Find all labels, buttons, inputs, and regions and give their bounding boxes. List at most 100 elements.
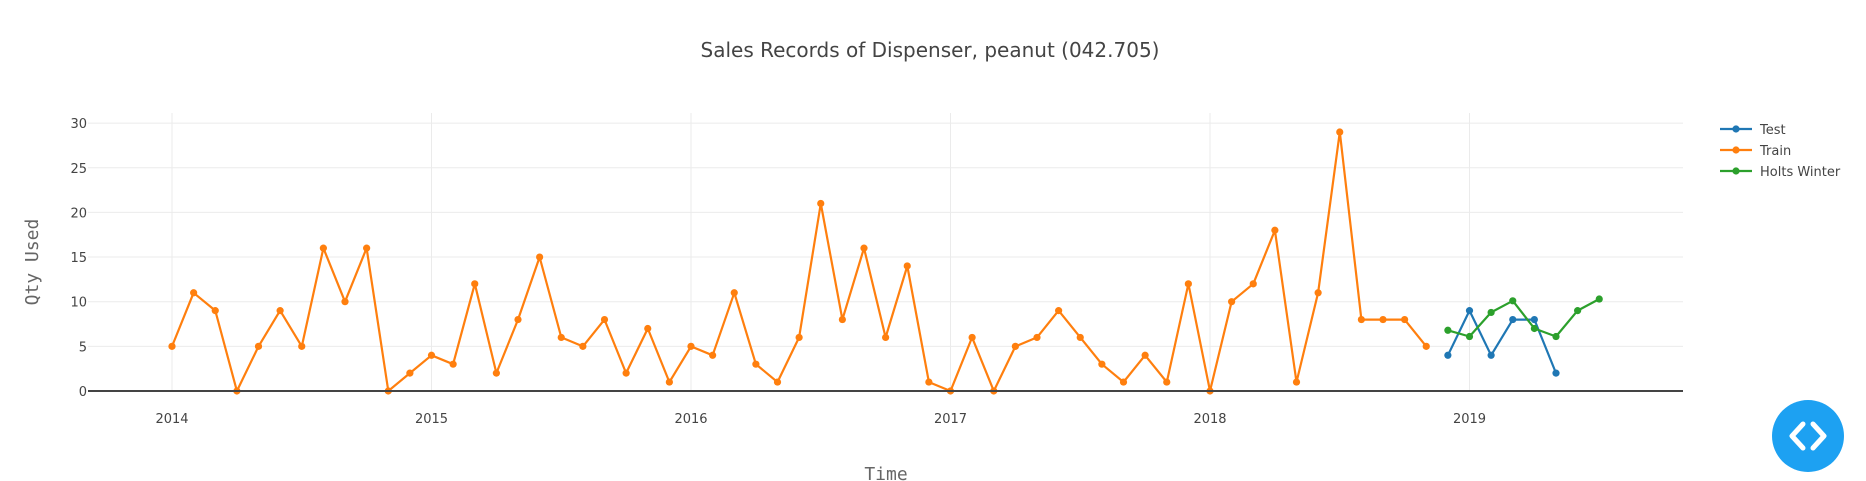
x-tick-label: 2017: [934, 412, 967, 427]
data-point[interactable]: [1509, 315, 1517, 324]
data-point[interactable]: [1487, 308, 1495, 317]
legend-item[interactable]: Test: [1720, 123, 1786, 138]
data-point[interactable]: [514, 315, 522, 324]
x-tick-label: 2016: [674, 412, 707, 427]
data-point[interactable]: [968, 333, 976, 342]
series-line: [170, 130, 1428, 393]
data-point[interactable]: [882, 333, 890, 342]
data-point[interactable]: [1465, 332, 1474, 341]
data-point[interactable]: [1228, 298, 1236, 306]
data-point[interactable]: [860, 244, 868, 252]
series-train: [168, 128, 1430, 395]
data-point[interactable]: [644, 324, 652, 333]
legend-item[interactable]: Train: [1720, 144, 1791, 159]
data-point[interactable]: [1033, 333, 1041, 342]
data-point[interactable]: [1401, 315, 1409, 324]
data-point[interactable]: [903, 262, 911, 270]
data-point[interactable]: [1119, 378, 1128, 386]
data-point[interactable]: [211, 307, 219, 315]
legend[interactable]: Test Train Holts Winter: [1720, 123, 1841, 180]
legend-marker: [1732, 167, 1740, 175]
series-line: [1446, 309, 1558, 374]
data-point[interactable]: [1314, 289, 1322, 297]
x-tick-label: 2014: [155, 412, 188, 427]
data-point[interactable]: [449, 360, 457, 368]
data-point[interactable]: [730, 289, 738, 297]
data-point[interactable]: [1249, 280, 1257, 288]
legend-label: Train: [1759, 144, 1791, 159]
data-point[interactable]: [622, 369, 630, 377]
data-point[interactable]: [1552, 369, 1560, 377]
data-point[interactable]: [492, 369, 500, 377]
data-point[interactable]: [1509, 297, 1517, 305]
y-axis-title: Qty Used: [22, 219, 43, 306]
legend-label: Holts Winter: [1760, 165, 1841, 180]
y-tick-label: 0: [79, 385, 87, 400]
data-point[interactable]: [1184, 280, 1192, 288]
data-point[interactable]: [1163, 378, 1171, 386]
data-point[interactable]: [1422, 342, 1430, 350]
data-point[interactable]: [1595, 295, 1603, 303]
x-axis-title: Time: [864, 464, 907, 481]
data-point[interactable]: [1379, 315, 1387, 324]
data-point[interactable]: [190, 289, 198, 297]
data-point[interactable]: [536, 253, 544, 261]
data-point[interactable]: [1552, 332, 1560, 341]
data-point[interactable]: [1574, 307, 1582, 315]
data-point[interactable]: [1271, 226, 1279, 234]
data-point[interactable]: [752, 360, 760, 368]
data-point[interactable]: [579, 342, 587, 350]
data-point[interactable]: [1055, 307, 1063, 315]
data-point[interactable]: [1530, 324, 1538, 333]
data-point[interactable]: [665, 378, 673, 386]
x-tick-label: 2015: [415, 412, 448, 427]
legend-item[interactable]: Holts Winter: [1720, 165, 1841, 180]
data-point[interactable]: [168, 342, 176, 350]
data-point[interactable]: [471, 280, 479, 288]
data-point[interactable]: [1141, 351, 1149, 359]
data-point[interactable]: [276, 307, 284, 315]
data-point[interactable]: [254, 342, 263, 350]
code-icon: [1789, 421, 1827, 451]
data-point[interactable]: [1336, 128, 1344, 136]
data-point[interactable]: [1076, 333, 1084, 342]
legend-marker: [1732, 146, 1740, 154]
data-point[interactable]: [298, 342, 306, 350]
data-point[interactable]: [1098, 360, 1106, 368]
data-point[interactable]: [709, 351, 717, 359]
y-tick-label: 10: [70, 296, 87, 311]
data-point[interactable]: [795, 333, 803, 342]
data-point[interactable]: [687, 342, 695, 350]
chart-title: Sales Records of Dispenser, peanut (042.…: [701, 38, 1160, 62]
y-tick-label: 15: [70, 251, 87, 266]
data-point[interactable]: [600, 315, 609, 324]
data-point[interactable]: [557, 333, 565, 342]
data-point[interactable]: [1465, 307, 1474, 315]
grid: [88, 113, 1683, 391]
y-tick-label: 25: [70, 162, 87, 177]
code-toggle-button[interactable]: [1772, 400, 1844, 472]
data-point[interactable]: [1444, 326, 1452, 334]
data-point[interactable]: [817, 199, 825, 208]
legend-marker: [1732, 125, 1740, 133]
data-point[interactable]: [406, 369, 414, 377]
data-point[interactable]: [1292, 378, 1301, 386]
data-point[interactable]: [341, 298, 349, 306]
data-point[interactable]: [1357, 315, 1365, 324]
x-tick-label: 2019: [1453, 412, 1486, 427]
x-tick-label: 2018: [1193, 412, 1226, 427]
data-point[interactable]: [773, 378, 782, 386]
data-point[interactable]: [1487, 351, 1495, 359]
y-tick-label: 20: [70, 206, 87, 221]
series-test: [1444, 307, 1560, 377]
data-point[interactable]: [1011, 342, 1019, 350]
data-point[interactable]: [838, 315, 846, 324]
y-tick-label: 30: [70, 117, 87, 132]
data-point[interactable]: [1444, 351, 1452, 359]
data-point[interactable]: [319, 244, 327, 252]
data-point[interactable]: [427, 351, 436, 359]
data-point[interactable]: [363, 244, 371, 252]
data-point[interactable]: [1530, 315, 1538, 324]
data-point[interactable]: [925, 378, 933, 386]
